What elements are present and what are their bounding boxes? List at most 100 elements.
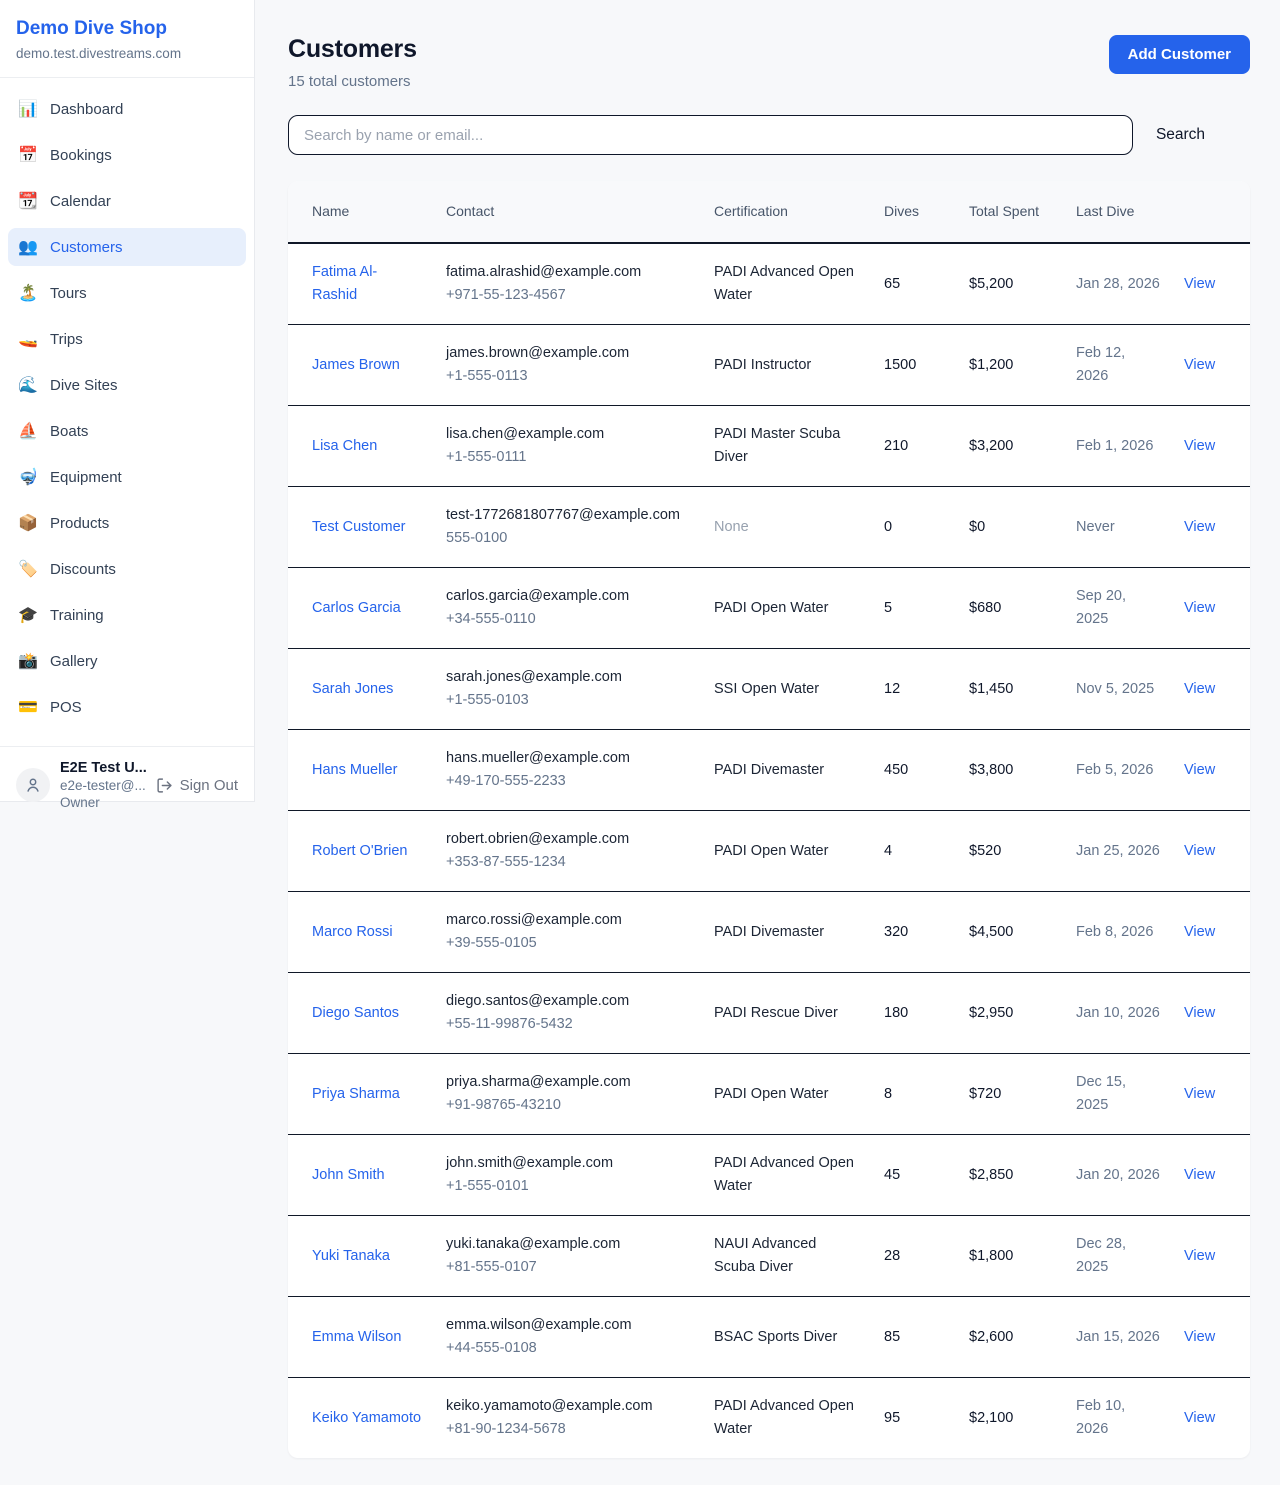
table-row: Diego Santos diego.santos@example.com +55-… <box>288 972 1250 1054</box>
column-header-dives: Dives <box>872 181 957 244</box>
view-customer-link[interactable]: View <box>1184 1166 1216 1183</box>
sidebar-item-dive-sites[interactable]: 🌊 Dive Sites <box>8 366 246 404</box>
table-header: Name Contact Certification Dives Total Spent… <box>288 181 1250 244</box>
view-customer-link[interactable]: View <box>1184 599 1216 616</box>
tours-island-icon: 🏝️ <box>18 285 38 302</box>
search-button[interactable]: Search <box>1133 126 1228 144</box>
customer-email: carlos.garcia@example.com <box>446 588 630 604</box>
sidebar-item-label: Boats <box>50 422 89 440</box>
view-customer-link[interactable]: View <box>1184 356 1216 373</box>
cell-certification: PADI Advanced Open Water <box>702 1134 872 1216</box>
cell-dives: 320 <box>872 891 957 973</box>
sidebar-item-tours[interactable]: 🏝️ Tours <box>8 274 246 312</box>
cell-total-spent: $2,950 <box>957 972 1064 1054</box>
user-info: E2E Test U... e2e-tester@... Owner <box>60 760 147 810</box>
add-customer-button[interactable]: Add Customer <box>1108 35 1250 74</box>
view-customer-link[interactable]: View <box>1184 680 1216 697</box>
table-row: Priya Sharma priya.sharma@example.com +91-… <box>288 1053 1250 1135</box>
customer-name-link[interactable]: John Smith <box>312 1166 385 1183</box>
sidebar-item-customers[interactable]: 👥 Customers <box>8 228 246 266</box>
sidebar-item-training[interactable]: 🎓 Training <box>8 596 246 634</box>
customer-certification: SSI Open Water <box>714 680 820 697</box>
cell-contact: robert.obrien@example.com +353-87-555-123… <box>434 810 702 892</box>
calendar-icon: 📆 <box>18 193 38 210</box>
view-customer-link[interactable]: View <box>1184 761 1216 778</box>
cell-dives: 12 <box>872 648 957 730</box>
sidebar-item-dashboard[interactable]: 📊 Dashboard <box>8 90 246 128</box>
customer-name-link[interactable]: Carlos Garcia <box>312 599 401 616</box>
customer-name-link[interactable]: Priya Sharma <box>312 1085 400 1102</box>
cell-dives: 5 <box>872 567 957 649</box>
customer-certification: PADI Open Water <box>714 1085 829 1102</box>
cell-dives: 8 <box>872 1053 957 1135</box>
customer-email: james.brown@example.com <box>446 345 630 361</box>
cell-total-spent: $720 <box>957 1053 1064 1135</box>
sidebar-item-bookings[interactable]: 📅 Bookings <box>8 136 246 174</box>
cell-last-dive: Feb 8, 2026 <box>1064 891 1172 973</box>
customer-name-link[interactable]: Diego Santos <box>312 1004 400 1021</box>
customer-name-link[interactable]: Hans Mueller <box>312 761 398 778</box>
cell-certification: None <box>702 486 872 568</box>
cell-contact: sarah.jones@example.com +1-555-0103 <box>434 648 702 730</box>
main-content: Customers 15 total customers Add Custome… <box>255 0 1280 1458</box>
sign-out-icon <box>157 777 172 793</box>
customer-name-link[interactable]: Fatima Al-Rashid <box>312 264 378 303</box>
sidebar-item-trips[interactable]: 🚤 Trips <box>8 320 246 358</box>
view-customer-link[interactable]: View <box>1184 1004 1216 1021</box>
sidebar-item-equipment[interactable]: 🤿 Equipment <box>8 458 246 496</box>
sidebar-item-gallery[interactable]: 📸 Gallery <box>8 642 246 680</box>
customer-certification: BSAC Sports Diver <box>714 1328 838 1345</box>
customer-certification: PADI Open Water <box>714 842 829 859</box>
view-customer-link[interactable]: View <box>1184 1328 1216 1345</box>
cell-certification: PADI Divemaster <box>702 729 872 811</box>
sidebar-item-pos[interactable]: 💳 POS <box>8 688 246 726</box>
cell-contact: test-1772681807767@example.com 555-0100 <box>434 486 702 568</box>
customers-table: Name Contact Certification Dives Total Spent… <box>288 181 1250 1458</box>
customer-email: marco.rossi@example.com <box>446 912 622 928</box>
customer-name-link[interactable]: Robert O'Brien <box>312 842 408 859</box>
view-customer-link[interactable]: View <box>1184 842 1216 859</box>
customer-name-link[interactable]: Lisa Chen <box>312 437 378 454</box>
cell-name: Marco Rossi <box>288 891 434 973</box>
sign-out-button[interactable]: Sign Out <box>156 777 238 794</box>
customer-email: john.smith@example.com <box>446 1155 614 1171</box>
customer-name-link[interactable]: Yuki Tanaka <box>312 1247 390 1264</box>
customer-name-link[interactable]: Sarah Jones <box>312 680 394 697</box>
view-customer-link[interactable]: View <box>1184 275 1216 292</box>
view-customer-link[interactable]: View <box>1184 923 1216 940</box>
page-title: Customers <box>288 35 417 63</box>
view-customer-link[interactable]: View <box>1184 437 1216 454</box>
cell-name: Emma Wilson <box>288 1296 434 1378</box>
sidebar-item-products[interactable]: 📦 Products <box>8 504 246 542</box>
sidebar-item-calendar[interactable]: 📆 Calendar <box>8 182 246 220</box>
user-name: E2E Test U... <box>60 760 147 776</box>
cell-certification: PADI Advanced Open Water <box>702 243 872 325</box>
shop-domain: demo.test.divestreams.com <box>16 46 182 61</box>
view-customer-link[interactable]: View <box>1184 1085 1216 1102</box>
cell-last-dive: Feb 10, 2026 <box>1064 1377 1172 1458</box>
customer-name-link[interactable]: Test Customer <box>312 518 406 535</box>
customer-phone: +971-55-123-4567 <box>446 287 566 303</box>
cell-certification: PADI Advanced Open Water <box>702 1377 872 1458</box>
sidebar-item-boats[interactable]: ⛵ Boats <box>8 412 246 450</box>
customer-email: fatima.alrashid@example.com <box>446 264 642 280</box>
customer-name-link[interactable]: Marco Rossi <box>312 923 393 940</box>
cell-certification: PADI Master Scuba Diver <box>702 405 872 487</box>
page-header-titles: Customers 15 total customers <box>288 35 417 90</box>
customer-name-link[interactable]: James Brown <box>312 356 400 373</box>
customer-name-link[interactable]: Keiko Yamamoto <box>312 1409 422 1426</box>
customer-phone: 555-0100 <box>446 530 508 546</box>
view-customer-link[interactable]: View <box>1184 1247 1216 1264</box>
customer-name-link[interactable]: Emma Wilson <box>312 1328 402 1345</box>
cell-dives: 210 <box>872 405 957 487</box>
cell-contact: carlos.garcia@example.com +34-555-0110 <box>434 567 702 649</box>
cell-name: Test Customer <box>288 486 434 568</box>
customer-certification: PADI Master Scuba Diver <box>714 426 841 465</box>
cell-contact: keiko.yamamoto@example.com +81-90-1234-56… <box>434 1377 702 1458</box>
avatar <box>16 768 50 802</box>
sidebar-item-discounts[interactable]: 🏷️ Discounts <box>8 550 246 588</box>
view-customer-link[interactable]: View <box>1184 518 1216 535</box>
search-input[interactable] <box>288 115 1133 155</box>
customer-email: priya.sharma@example.com <box>446 1074 631 1090</box>
view-customer-link[interactable]: View <box>1184 1409 1216 1426</box>
